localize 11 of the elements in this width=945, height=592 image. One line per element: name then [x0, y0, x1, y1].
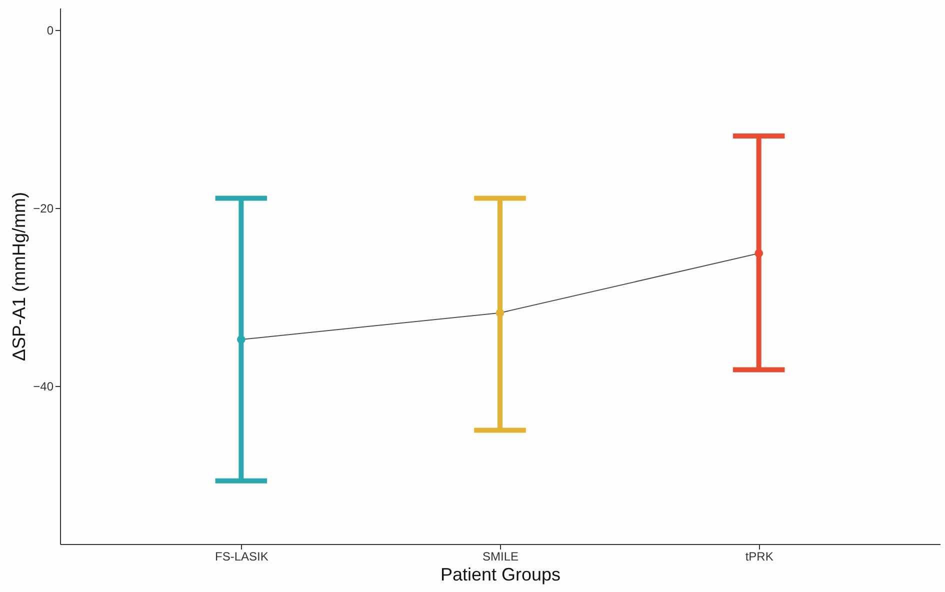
y-tick-label: −20 — [33, 202, 54, 216]
point — [754, 249, 764, 258]
y-tick-label: 0 — [46, 24, 54, 38]
x-axis-title: Patient Groups — [440, 564, 561, 584]
x-tick-label: FS-LASIK — [214, 550, 268, 564]
point — [496, 308, 504, 318]
y-tick-label: −40 — [33, 379, 54, 394]
y-axis-title: ΔSP-A1 (mmHg/mm) — [9, 192, 30, 362]
x-tick-label: tPRK — [745, 550, 774, 564]
point — [236, 335, 246, 344]
x-tick-label: SMILE — [482, 550, 519, 564]
